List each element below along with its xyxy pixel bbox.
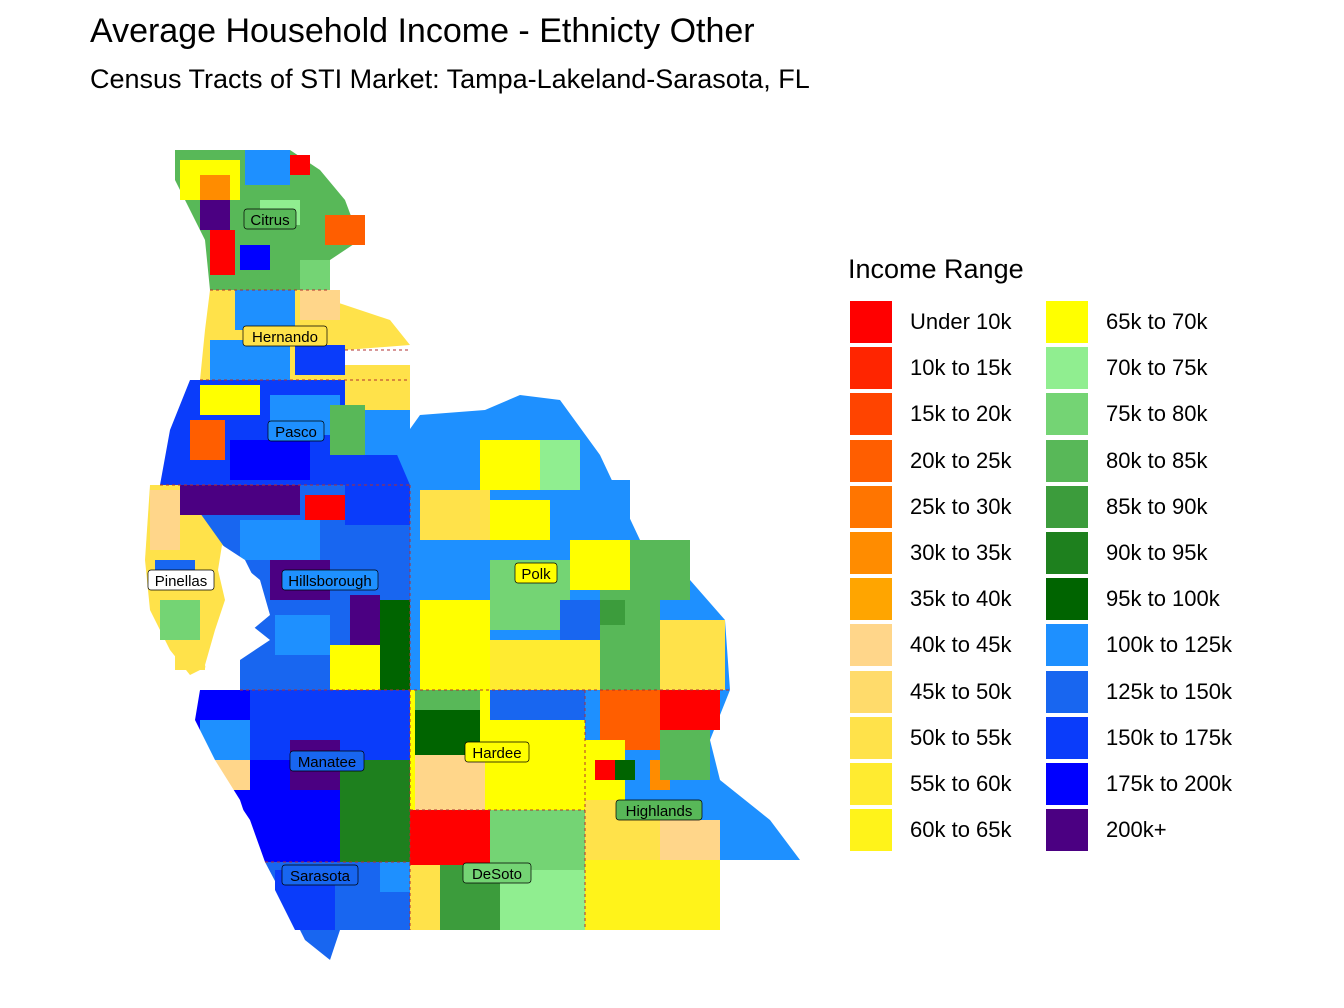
legend-swatch bbox=[850, 809, 892, 852]
legend-swatch bbox=[1046, 716, 1088, 759]
legend-swatch bbox=[1046, 301, 1088, 343]
legend-swatch bbox=[850, 485, 892, 528]
legend-swatch bbox=[1046, 393, 1088, 436]
legend-swatch bbox=[850, 763, 892, 805]
legend-swatch bbox=[1046, 347, 1088, 390]
county-label-hardee: Hardee bbox=[464, 741, 530, 763]
county-label-sarasota: Sarasota bbox=[281, 864, 359, 886]
svg-text:Pinellas: Pinellas bbox=[155, 573, 208, 590]
legend-swatch bbox=[850, 624, 892, 667]
legend-label: 95k to 100k bbox=[1106, 586, 1220, 612]
svg-text:Pasco: Pasco bbox=[275, 424, 317, 441]
legend-swatch bbox=[1046, 439, 1088, 482]
legend-label: 200k+ bbox=[1106, 817, 1167, 843]
legend-label: 25k to 30k bbox=[910, 493, 1012, 519]
legend-label: 65k to 70k bbox=[1106, 309, 1208, 334]
svg-text:Hernando: Hernando bbox=[252, 329, 318, 346]
legend-swatch bbox=[850, 393, 892, 436]
legend-swatch bbox=[1046, 532, 1088, 574]
svg-text:Sarasota: Sarasota bbox=[290, 868, 351, 885]
legend-label: 175k to 200k bbox=[1106, 771, 1232, 796]
legend-label: 55k to 60k bbox=[910, 771, 1012, 796]
legend-label: 35k to 40k bbox=[910, 586, 1012, 612]
county-south-strip bbox=[585, 860, 720, 930]
map-subtitle: Census Tracts of STI Market: Tampa-Lakel… bbox=[90, 64, 810, 94]
county-label-hernando: Hernando bbox=[242, 325, 328, 347]
county-label-desoto: DeSoto bbox=[462, 862, 532, 884]
census-tract-map: Citrus Hernando Pasco Pinellas Hillsboro… bbox=[145, 150, 800, 975]
legend-label: 70k to 75k bbox=[1106, 355, 1208, 381]
county-label-pinellas: Pinellas bbox=[147, 569, 215, 591]
legend-swatch bbox=[850, 439, 892, 482]
legend-label: 80k to 85k bbox=[1106, 447, 1208, 473]
legend-swatch bbox=[1046, 624, 1088, 667]
coast-water bbox=[160, 690, 330, 975]
legend-label: 45k to 50k bbox=[910, 678, 1012, 704]
legend-swatch bbox=[850, 301, 892, 343]
county-label-polk: Polk bbox=[514, 562, 558, 584]
legend-swatch bbox=[1046, 809, 1088, 852]
legend-label: 50k to 55k bbox=[910, 724, 1012, 750]
legend-label: 20k to 25k bbox=[910, 447, 1012, 473]
legend-label: 125k to 150k bbox=[1106, 678, 1232, 704]
legend-swatch bbox=[850, 716, 892, 759]
legend-label: 150k to 175k bbox=[1106, 724, 1232, 750]
legend-label: 30k to 35k bbox=[910, 540, 1012, 565]
legend-label: Under 10k bbox=[910, 309, 1012, 334]
county-label-highlands: Highlands bbox=[615, 799, 703, 821]
svg-text:Highlands: Highlands bbox=[626, 803, 693, 820]
svg-text:Manatee: Manatee bbox=[298, 754, 356, 771]
legend-swatch bbox=[850, 532, 892, 574]
map-title: Average Household Income - Ethnicty Othe… bbox=[90, 12, 755, 50]
svg-text:Citrus: Citrus bbox=[250, 212, 289, 229]
county-label-pasco: Pasco bbox=[267, 420, 325, 442]
county-borders bbox=[160, 289, 730, 930]
svg-text:DeSoto: DeSoto bbox=[472, 866, 522, 883]
svg-text:Polk: Polk bbox=[521, 566, 551, 583]
legend-label: 90k to 95k bbox=[1106, 540, 1208, 565]
legend-label: 15k to 20k bbox=[910, 401, 1012, 427]
legend-label: 60k to 65k bbox=[910, 817, 1012, 843]
county-labels: Citrus Hernando Pasco Pinellas Hillsboro… bbox=[147, 208, 703, 886]
legend-label: 40k to 45k bbox=[910, 632, 1012, 658]
legend-swatch bbox=[1046, 763, 1088, 805]
svg-text:Hardee: Hardee bbox=[472, 745, 521, 762]
legend-label: 75k to 80k bbox=[1106, 401, 1208, 427]
legend-label: 85k to 90k bbox=[1106, 493, 1208, 519]
legend-label: 100k to 125k bbox=[1106, 632, 1232, 658]
tampa-bay-water bbox=[205, 545, 270, 690]
legend-swatch bbox=[1046, 670, 1088, 713]
legend-swatch bbox=[850, 347, 892, 390]
county-label-hillsborough: Hillsborough bbox=[281, 569, 379, 591]
county-label-citrus: Citrus bbox=[243, 208, 297, 230]
legend-swatch bbox=[850, 578, 892, 621]
legend-title: Income Range bbox=[848, 254, 1024, 284]
legend-swatch bbox=[1046, 485, 1088, 528]
legend-swatch bbox=[850, 670, 892, 713]
county-label-manatee: Manatee bbox=[289, 750, 365, 772]
legend-label: 10k to 15k bbox=[910, 355, 1012, 381]
svg-text:Hillsborough: Hillsborough bbox=[288, 573, 371, 590]
legend-swatch bbox=[1046, 578, 1088, 621]
